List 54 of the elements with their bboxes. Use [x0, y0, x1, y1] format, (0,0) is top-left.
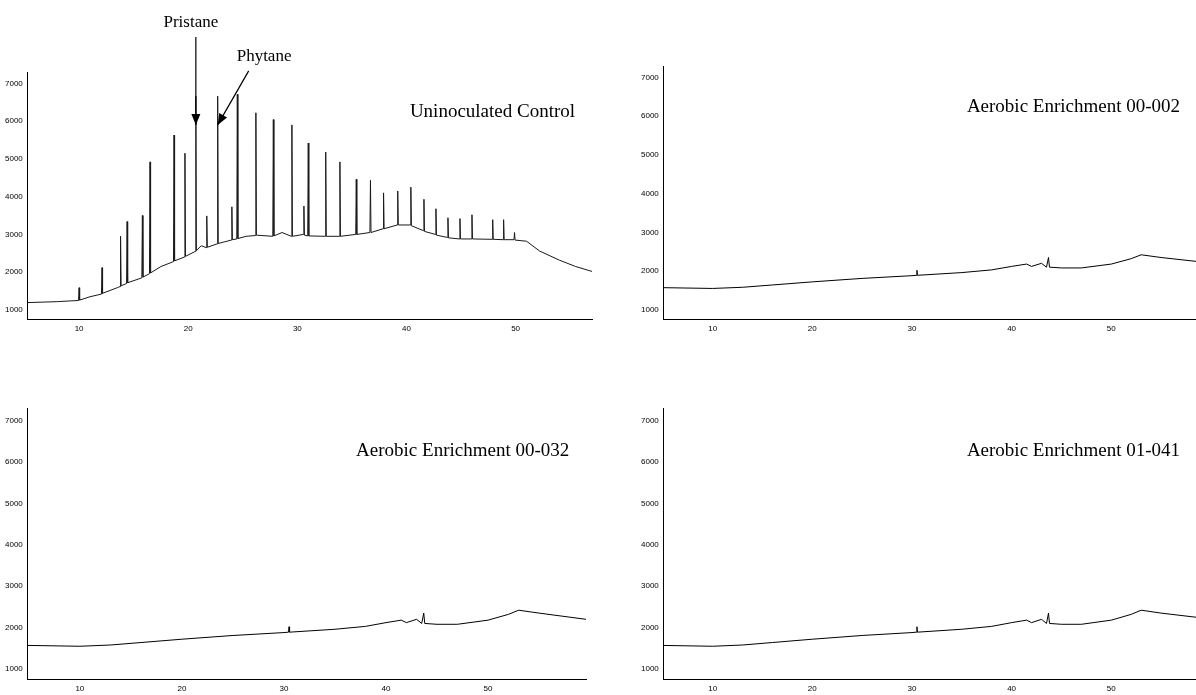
x-tick-label: 10: [75, 684, 85, 694]
y-tick-label: 5000: [641, 498, 660, 508]
x-tick-label: 20: [177, 684, 187, 694]
x-tick-label: 20: [807, 324, 818, 334]
x-tick-label: 10: [708, 684, 718, 694]
y-tick-label: 4000: [5, 539, 24, 549]
y-tick-label: 3000: [5, 229, 24, 239]
x-tick-label: 50: [483, 684, 494, 694]
y-tick-label: 7000: [641, 415, 660, 425]
y-tick-label: 3000: [641, 581, 660, 591]
y-tick-label: 1000: [5, 305, 24, 315]
y-tick-label: 7000: [5, 415, 24, 425]
text: Aerobic Enrichment 01-041: [966, 439, 1181, 461]
x-tick-label: 20: [807, 684, 818, 694]
x-tick-label: 30: [292, 324, 303, 334]
text: Uninoculated Control: [409, 99, 576, 121]
y-tick-label: 6000: [641, 457, 660, 467]
x-tick-label: 50: [1106, 684, 1117, 694]
x-tick-label: 50: [511, 324, 521, 334]
y-tick-label: 6000: [5, 457, 24, 467]
x-tick-label: 50: [1106, 324, 1117, 334]
y-tick-label: 7000: [641, 72, 660, 82]
y-tick-label: 1000: [641, 664, 660, 674]
y-tick-label: 5000: [641, 150, 660, 160]
x-tick-label: 40: [402, 324, 412, 334]
y-tick-label: 3000: [5, 581, 24, 591]
x-tick-label: 40: [1007, 324, 1017, 334]
x-tick-label: 10: [708, 324, 718, 334]
x-tick-label: 30: [907, 324, 917, 334]
y-tick-label: 2000: [5, 267, 24, 277]
y-tick-label: 5000: [5, 154, 24, 164]
x-tick-label: 30: [279, 684, 289, 694]
x-tick-label: 30: [907, 684, 917, 694]
annotation: Pristane: [163, 11, 219, 31]
y-tick-label: 2000: [641, 622, 660, 632]
y-tick-label: 6000: [5, 116, 24, 126]
x-tick-label: 40: [381, 684, 391, 694]
annotation: Phytane: [236, 45, 292, 65]
y-tick-label: 3000: [641, 227, 660, 237]
text: Aerobic Enrichment 00-002: [966, 94, 1181, 116]
y-tick-label: 7000: [5, 78, 24, 88]
y-tick-label: 2000: [641, 266, 660, 276]
y-tick-label: 4000: [5, 191, 24, 201]
x-tick-label: 10: [74, 324, 85, 334]
y-tick-label: 4000: [641, 188, 660, 198]
y-tick-label: 6000: [641, 111, 660, 121]
y-tick-label: 4000: [641, 539, 660, 549]
y-tick-label: 1000: [5, 664, 24, 674]
y-tick-label: 2000: [5, 622, 24, 632]
y-tick-label: 1000: [641, 304, 660, 314]
x-tick-label: 40: [1007, 684, 1017, 694]
y-tick-label: 5000: [5, 498, 24, 508]
x-tick-label: 20: [183, 324, 194, 334]
text: Aerobic Enrichment 00-032: [356, 439, 570, 461]
